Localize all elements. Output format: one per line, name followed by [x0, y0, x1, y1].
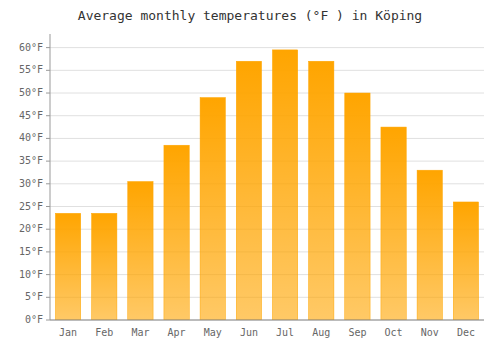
bar: [417, 170, 442, 320]
bar: [164, 145, 189, 320]
y-tick-label: 15°F: [19, 246, 43, 257]
y-tick: [46, 297, 50, 298]
x-tick-label: Aug: [312, 327, 330, 338]
x-tick-label: Jul: [276, 327, 294, 338]
bar: [309, 61, 334, 320]
grid-line: [50, 161, 484, 162]
y-tick-label: 25°F: [19, 201, 43, 212]
x-tick-label: Nov: [421, 327, 439, 338]
grid-line: [50, 115, 484, 116]
y-tick: [46, 138, 50, 139]
grid-line: [50, 320, 484, 321]
y-tick-label: 20°F: [19, 223, 43, 234]
y-axis-line: [50, 34, 51, 320]
y-tick: [46, 320, 50, 321]
y-tick: [46, 183, 50, 184]
y-tick: [46, 274, 50, 275]
y-tick: [46, 206, 50, 207]
y-tick-label: 0°F: [25, 314, 43, 325]
y-tick-label: 30°F: [19, 178, 43, 189]
bars: [55, 50, 478, 320]
x-tick-label: Jan: [59, 327, 77, 338]
y-tick: [46, 93, 50, 94]
bar: [236, 61, 261, 320]
bar: [55, 213, 80, 320]
bar: [272, 50, 297, 320]
x-tick-label: Sep: [348, 327, 366, 338]
y-tick: [46, 47, 50, 48]
y-tick-label: 10°F: [19, 269, 43, 280]
y-tick: [46, 229, 50, 230]
y-tick: [46, 161, 50, 162]
y-tick: [46, 70, 50, 71]
x-tick-label: Dec: [457, 327, 475, 338]
y-tick-label: 60°F: [19, 42, 43, 53]
bar: [453, 202, 478, 320]
y-tick: [46, 115, 50, 116]
x-tick-label: Oct: [385, 327, 403, 338]
bar: [381, 127, 406, 320]
chart-title: Average monthly temperatures (°F ) in Kö…: [78, 8, 422, 23]
y-tick-label: 45°F: [19, 110, 43, 121]
bar: [345, 93, 370, 320]
chart-container: Average monthly temperatures (°F ) in Kö…: [0, 0, 500, 350]
x-tick-label: May: [204, 327, 222, 338]
y-tick-label: 40°F: [19, 132, 43, 143]
x-tick-label: Jun: [240, 327, 258, 338]
bar: [92, 213, 117, 320]
x-axis-ticks: Jan Feb Mar Apr May Jun Jul Aug Sep Oct Nov Dec: [59, 327, 475, 338]
grid-line: [50, 47, 484, 48]
chart-svg: Average monthly temperatures (°F ) in Kö…: [0, 0, 500, 350]
x-tick-label: Feb: [95, 327, 113, 338]
grid-line: [50, 93, 484, 94]
y-tick: [46, 251, 50, 252]
y-axis-ticks: 0°F 5°F 10°F 15°F 20°F 25°F 30°F 35°F 40°F 45°F 50…: [19, 42, 50, 325]
x-axis-line: [50, 320, 484, 321]
y-tick-label: 35°F: [19, 155, 43, 166]
y-grid: [50, 48, 484, 320]
y-tick-label: 55°F: [19, 64, 43, 75]
y-tick-label: 50°F: [19, 87, 43, 98]
grid-line: [50, 70, 484, 71]
bar: [128, 182, 153, 320]
grid-line: [50, 138, 484, 139]
x-tick-label: Mar: [131, 327, 149, 338]
x-tick-label: Apr: [168, 327, 186, 338]
bar: [200, 98, 225, 320]
y-tick-label: 5°F: [25, 291, 43, 302]
